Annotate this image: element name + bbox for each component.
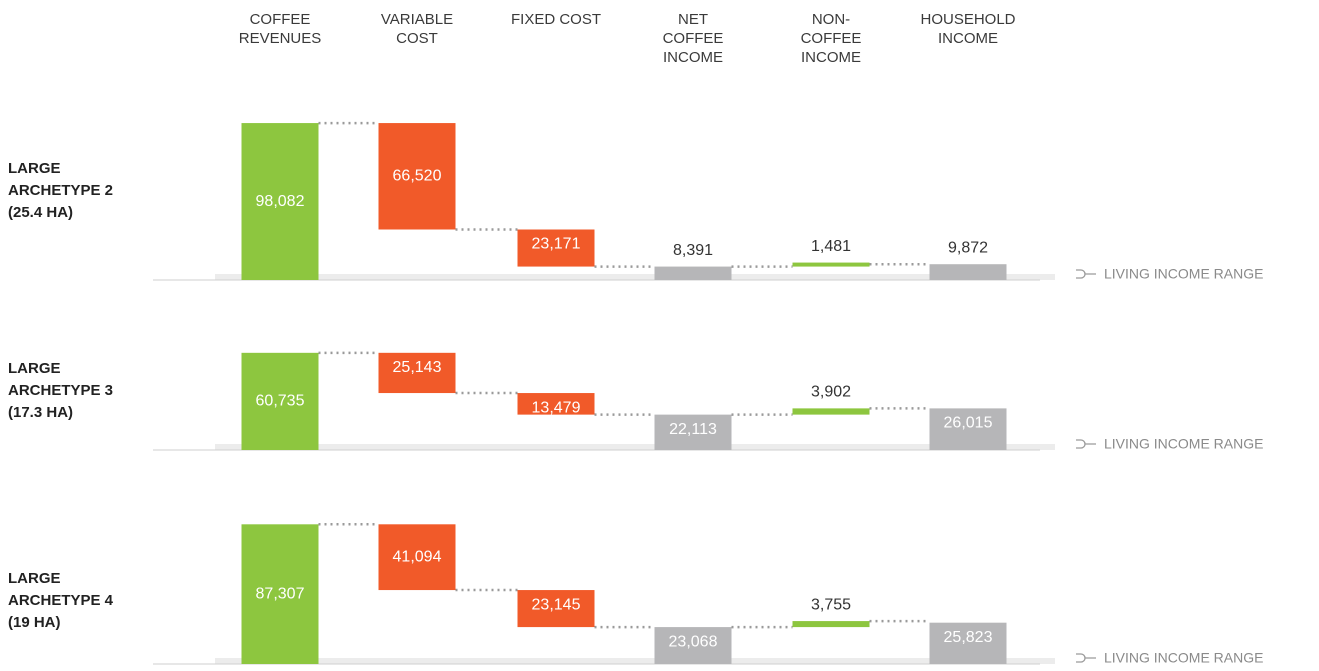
row-title: LARGE ARCHETYPE 4 (19 HA) (8, 570, 114, 631)
value-label: 60,735 (256, 393, 305, 410)
value-label: 23,145 (532, 596, 581, 613)
value-label: 13,479 (532, 399, 581, 416)
bar (654, 266, 732, 280)
value-label: 8,391 (673, 242, 713, 259)
bar (792, 262, 870, 267)
bar (929, 264, 1007, 280)
value-label: 1,481 (811, 238, 851, 255)
value-label: 23,068 (669, 633, 718, 650)
value-label: 23,171 (532, 236, 581, 253)
row-title: LARGE ARCHETYPE 3 (17.3 HA) (8, 360, 114, 421)
column-header: COFFEE REVENUES (238, 11, 322, 47)
value-label: 98,082 (256, 193, 305, 210)
bar (241, 524, 319, 664)
bar (929, 622, 1007, 664)
bar (517, 393, 595, 415)
value-label: 22,113 (669, 421, 717, 438)
value-label: 26,015 (944, 415, 993, 432)
column-header: NON-COFFEE INCOME (800, 11, 862, 66)
legend-icon (1076, 653, 1096, 663)
value-label: 9,872 (948, 239, 988, 256)
bar (378, 524, 456, 591)
column-header: VARIABLE COST (380, 11, 454, 47)
bar (378, 352, 456, 394)
value-label: 3,755 (811, 596, 851, 613)
legend-label: LIVING INCOME RANGE (1104, 650, 1263, 666)
bar (654, 414, 732, 450)
bar (792, 621, 870, 628)
legend-label: LIVING INCOME RANGE (1104, 266, 1263, 282)
value-label: 25,143 (393, 359, 442, 376)
bar (929, 408, 1007, 450)
bar (378, 123, 456, 230)
bar (517, 229, 595, 267)
living-income-band (215, 658, 1055, 664)
value-label: 41,094 (393, 548, 442, 565)
bar (241, 352, 319, 450)
value-label: 25,823 (944, 629, 993, 646)
column-header: HOUSEHOLD INCOME (920, 11, 1016, 47)
legend-icon (1076, 439, 1096, 449)
legend-icon (1076, 269, 1096, 279)
living-income-band (215, 274, 1055, 280)
bar (241, 123, 319, 280)
column-header: NET COFFEE INCOME (662, 11, 724, 66)
living-income-band (215, 444, 1055, 450)
bar (792, 408, 870, 415)
bar (654, 627, 732, 664)
value-label: 87,307 (256, 585, 305, 602)
row-title: LARGE ARCHETYPE 2 (25.4 HA) (8, 160, 114, 221)
column-header: FIXED COST (510, 11, 601, 28)
value-label: 3,902 (811, 384, 851, 401)
bar (517, 590, 595, 628)
legend-label: LIVING INCOME RANGE (1104, 436, 1263, 452)
value-label: 66,520 (393, 168, 442, 185)
